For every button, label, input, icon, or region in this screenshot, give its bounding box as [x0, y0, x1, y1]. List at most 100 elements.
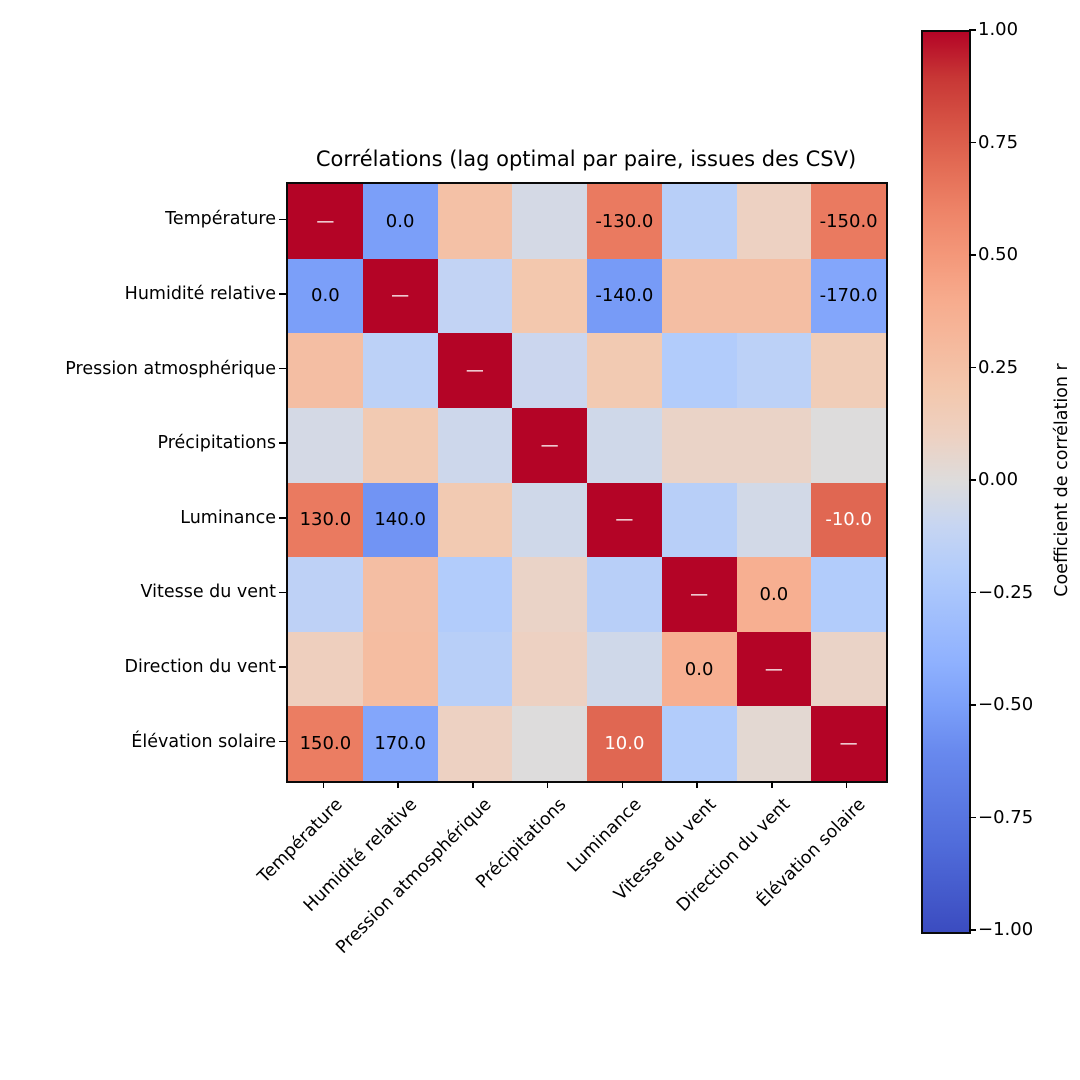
y-tick-mark — [279, 517, 286, 519]
y-tick-mark — [279, 218, 286, 221]
y-tick-mark — [279, 740, 286, 743]
heatmap-cell — [587, 333, 662, 408]
heatmap-cell: -170.0 — [811, 258, 886, 334]
heatmap-cell — [437, 706, 513, 781]
heatmap-cell — [811, 557, 886, 632]
heatmap-cell — [437, 482, 513, 558]
heatmap-cell: 0.0 — [661, 631, 737, 707]
cell-annotation: — — [540, 434, 559, 456]
cell-annotation: — — [391, 285, 410, 307]
colorbar-tick-label: 0.50 — [978, 244, 1019, 265]
heatmap-cell — [587, 557, 662, 632]
cell-annotation: 140.0 — [374, 509, 426, 531]
heatmap-cell: 0.0 — [362, 184, 438, 259]
colorbar-tick-mark — [969, 141, 976, 144]
cell-annotation: 0.0 — [759, 583, 789, 605]
heatmap-cell — [587, 631, 662, 707]
cell-annotation: 0.0 — [684, 658, 714, 680]
heatmap-cell — [811, 631, 886, 707]
heatmap-cell: 170.0 — [362, 706, 438, 781]
colorbar-tick-label: −0.75 — [978, 806, 1034, 828]
cell-annotation: -140.0 — [595, 285, 654, 307]
x-tick-mark — [397, 781, 399, 788]
cell-annotation: -130.0 — [595, 210, 654, 232]
colorbar-tick-label: −0.50 — [978, 694, 1034, 715]
heatmap-cell: — — [661, 557, 737, 632]
y-tick-label: Humidité relative — [124, 283, 276, 304]
heatmap-cell: 140.0 — [362, 482, 438, 558]
heatmap-cell — [512, 482, 587, 558]
y-tick-label: Pression atmosphérique — [65, 358, 276, 379]
heatmap-cell — [736, 482, 812, 558]
y-tick-label: Direction du vent — [124, 657, 276, 678]
heatmap-cell: 130.0 — [288, 482, 363, 558]
heatmap-cell: — — [512, 407, 587, 483]
heatmap-cell — [437, 631, 513, 707]
correlation-heatmap: — 0.0 -130.0 -150.0 0.0 — -140.0 -170.0 — — 130.0 1… — [286, 182, 888, 783]
heatmap-cell — [362, 631, 438, 707]
heatmap-cell — [661, 258, 737, 334]
heatmap-cell — [736, 184, 812, 259]
heatmap-cell: — — [437, 333, 513, 408]
colorbar-tick-mark — [969, 929, 976, 931]
y-tick-label: Précipitations — [157, 433, 276, 454]
colorbar-tick-mark — [969, 816, 976, 819]
colorbar-tick-label: 0.75 — [978, 131, 1019, 153]
heatmap-cell: — — [587, 482, 662, 558]
heatmap-cell — [512, 706, 587, 781]
cell-annotation: 150.0 — [299, 733, 352, 755]
cell-annotation: — — [316, 210, 335, 232]
heatmap-cell — [811, 333, 886, 408]
y-tick-label: Élévation solaire — [131, 731, 276, 752]
x-tick-mark — [771, 781, 773, 788]
x-tick-mark — [696, 781, 698, 788]
heatmap-cell — [512, 631, 587, 707]
cell-annotation: -150.0 — [819, 210, 878, 232]
heatmap-cell — [437, 258, 513, 334]
colorbar-tick-mark — [969, 29, 976, 31]
heatmap-cell — [362, 557, 438, 632]
cell-annotation: 170.0 — [374, 733, 426, 755]
heatmap-cell — [736, 407, 812, 483]
heatmap-cell — [288, 333, 363, 408]
y-tick-mark — [279, 367, 286, 370]
colorbar-tick-mark — [969, 479, 976, 481]
cell-annotation: 10.0 — [604, 733, 645, 755]
heatmap-cell: -130.0 — [587, 184, 662, 259]
heatmap-cell — [288, 407, 363, 483]
heatmap-cell — [362, 333, 438, 408]
heatmap-cell: — — [288, 184, 363, 259]
heatmap-cell: 0.0 — [736, 557, 812, 632]
heatmap-cell: — — [362, 258, 438, 334]
heatmap-cell: -150.0 — [811, 184, 886, 259]
colorbar-tick-mark — [969, 704, 976, 706]
cell-annotation: 0.0 — [311, 285, 340, 307]
colorbar-tick-label: 1.00 — [978, 19, 1019, 40]
heatmap-cell — [661, 184, 737, 259]
heatmap-cell: — — [736, 631, 812, 707]
colorbar-tick-label: 0.00 — [978, 469, 1019, 490]
cell-annotation: 130.0 — [299, 509, 352, 531]
heatmap-cell — [362, 407, 438, 483]
heatmap-cell — [437, 407, 513, 483]
cell-annotation: — — [615, 509, 634, 531]
colorbar-label: Coefficient de corrélation r — [1052, 363, 1072, 597]
cell-annotation: — — [839, 733, 858, 755]
heatmap-cell — [736, 706, 812, 781]
x-tick-mark — [472, 781, 474, 788]
x-tick-mark — [621, 781, 624, 788]
y-tick-mark — [279, 293, 286, 295]
heatmap-cell: — — [811, 706, 886, 781]
colorbar-tick-mark — [969, 591, 976, 594]
x-tick-mark — [322, 781, 325, 788]
heatmap-cell: 10.0 — [587, 706, 662, 781]
heatmap-cell — [288, 631, 363, 707]
heatmap-cell — [661, 706, 737, 781]
y-tick-label: Vitesse du vent — [140, 582, 276, 603]
y-tick-mark — [279, 666, 286, 668]
y-tick-mark — [279, 442, 286, 444]
heatmap-cell — [512, 258, 587, 334]
heatmap-cell — [437, 557, 513, 632]
x-tick-mark — [546, 781, 549, 788]
